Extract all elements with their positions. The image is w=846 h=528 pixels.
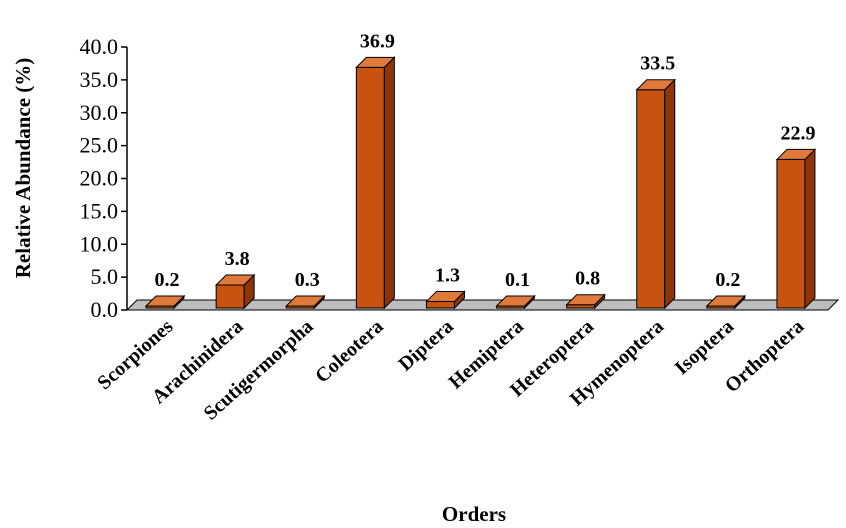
bar-heteroptera [565, 293, 606, 310]
data-label: 0.2 [155, 269, 180, 291]
bar-hymenoptera [635, 78, 676, 310]
bar-scutigermorpha [285, 294, 326, 310]
bar-top [285, 295, 326, 307]
bar-diptera [425, 290, 466, 310]
bar-top [635, 79, 676, 91]
bar-front [636, 89, 666, 309]
bar-top [425, 290, 466, 302]
bar-hemiptera [495, 294, 536, 310]
bar-top [214, 274, 256, 286]
y-axis-title: Relative Abundance (%) [11, 58, 35, 279]
bar-top [705, 295, 747, 307]
bar-orthoptera [775, 148, 817, 310]
data-label: 0.2 [715, 269, 740, 291]
bar-front [425, 300, 455, 309]
bar-front [355, 66, 385, 309]
bar-arachinidera [214, 273, 256, 310]
y-tick-label: 10.0 [80, 231, 119, 256]
axes-group: 0.0 5.0 10.0 15.0 20.0 25.0 30.0 35.0 40.0 [80, 34, 128, 322]
bar-scorpiones [144, 294, 186, 310]
y-tick-label: 40.0 [80, 34, 119, 59]
bar-top [565, 294, 606, 306]
y-tick-label: 35.0 [80, 67, 119, 92]
data-label: 0.8 [575, 268, 600, 290]
data-label: 0.3 [295, 269, 320, 291]
x-axis-title: Orders [442, 502, 506, 526]
bar-top [775, 148, 817, 160]
bar-top [495, 295, 536, 307]
data-label: 3.8 [225, 248, 250, 270]
y-tick-label: 5.0 [91, 264, 119, 289]
y-tick-label: 0.0 [91, 297, 119, 322]
y-tick-label: 25.0 [80, 133, 119, 158]
data-label: 0.1 [505, 269, 530, 291]
bar-isoptera [705, 294, 747, 310]
category-labels-group: ScorpionesArachinideraScutigermorphaCole… [93, 315, 808, 424]
bars-group [144, 56, 817, 310]
y-tick-label: 20.0 [80, 166, 119, 191]
bar-front [215, 284, 245, 309]
bar-side [664, 78, 676, 310]
category-label: Coleotera [311, 315, 388, 387]
data-labels-group: 0.2 3.8 0.3 36.9 1.3 0.1 0.8 33.5 0.2 22.9 [155, 30, 816, 291]
bar-side [383, 56, 395, 310]
bar-side [804, 148, 816, 310]
category-label: Isoptera [671, 315, 739, 379]
data-label: 22.9 [780, 122, 815, 144]
data-label: 1.3 [435, 264, 460, 286]
category-label: Diptera [394, 315, 457, 375]
bar-front [776, 158, 806, 309]
bar-coleotera [355, 56, 396, 310]
y-tick-label: 15.0 [80, 198, 119, 223]
y-tick-label: 30.0 [80, 100, 119, 125]
bar-top [355, 56, 396, 68]
data-label: 33.5 [640, 53, 675, 75]
bar-top [144, 295, 186, 307]
data-label: 36.9 [360, 30, 395, 52]
